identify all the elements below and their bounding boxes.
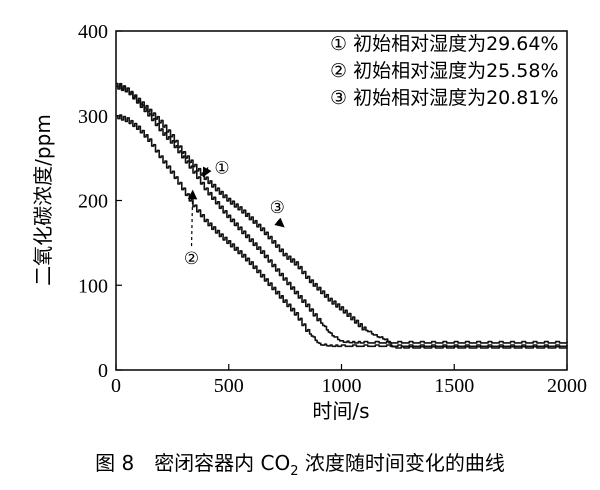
x-tick-label: 1000 bbox=[322, 375, 362, 397]
x-tick-label: 1500 bbox=[434, 375, 474, 397]
x-tick-label: 2000 bbox=[547, 375, 587, 397]
x-axis-title: 时间/s bbox=[312, 399, 369, 423]
legend-entry-2: ② 初始相对湿度为25.58% bbox=[330, 60, 559, 82]
axis-ticks: 0 500 1000 1500 2000 0 100 200 300 400 bbox=[78, 21, 587, 397]
caption-subscript: 2 bbox=[290, 464, 298, 479]
x-tick-label: 0 bbox=[111, 375, 121, 397]
series-annotation-2: ② bbox=[184, 249, 199, 269]
series-annotation-1: ① bbox=[214, 158, 229, 178]
y-tick-label: 100 bbox=[78, 275, 108, 297]
series-annotations: ① ② ③ bbox=[184, 158, 285, 269]
y-axis-title: 二氧化碳浓度/ppm bbox=[31, 114, 55, 286]
series-line-3 bbox=[116, 82, 568, 349]
x-tick-label: 500 bbox=[214, 375, 244, 397]
series-line-1 bbox=[116, 84, 568, 344]
legend-entry-3: ③ 初始相对湿度为20.81% bbox=[330, 87, 559, 109]
figure-number: 图 8 bbox=[95, 451, 134, 475]
y-tick-label: 200 bbox=[78, 191, 108, 213]
series-lines bbox=[116, 82, 568, 349]
legend: ① 初始相对湿度为29.64% ② 初始相对湿度为25.58% ③ 初始相对湿度为2… bbox=[330, 33, 559, 109]
series-line-2 bbox=[116, 114, 568, 348]
caption-text: 密闭容器内 CO bbox=[154, 451, 290, 475]
annotation-arrow-3 bbox=[274, 217, 285, 228]
y-tick-label: 0 bbox=[98, 360, 108, 382]
annotation-arrow-1 bbox=[202, 166, 212, 178]
y-tick-label: 400 bbox=[78, 21, 108, 43]
caption-text-end: 浓度随时间变化的曲线 bbox=[299, 451, 505, 475]
series-annotation-3: ③ bbox=[270, 198, 285, 218]
legend-entry-1: ① 初始相对湿度为29.64% bbox=[330, 33, 559, 55]
y-tick-label: 300 bbox=[78, 106, 108, 128]
figure-caption: 图 8 密闭容器内 CO2 浓度随时间变化的曲线 bbox=[95, 451, 505, 479]
